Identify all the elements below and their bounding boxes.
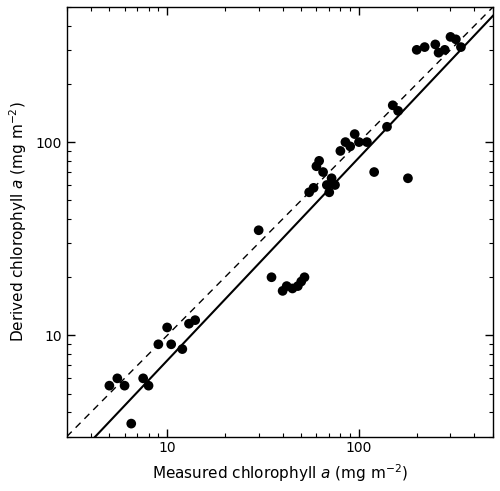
Point — [331, 181, 339, 189]
Point — [305, 189, 313, 196]
Point — [355, 138, 363, 146]
Point — [178, 345, 186, 353]
Point — [106, 382, 114, 389]
Point — [139, 375, 147, 382]
Point — [440, 46, 448, 54]
Point — [114, 375, 122, 382]
Point — [127, 420, 135, 428]
Point — [388, 101, 396, 109]
Point — [383, 123, 391, 131]
Point — [328, 174, 336, 182]
Point — [336, 147, 344, 155]
Point — [315, 157, 323, 165]
Point — [434, 49, 442, 56]
Point — [420, 43, 428, 51]
Point — [319, 168, 327, 176]
Point — [297, 277, 305, 285]
Point — [185, 320, 193, 327]
X-axis label: Measured chlorophyll $\it{a}$ (mg m$^{-2}$): Measured chlorophyll $\it{a}$ (mg m$^{-2… — [152, 463, 408, 484]
Point — [191, 316, 199, 324]
Point — [310, 184, 318, 192]
Point — [167, 340, 175, 348]
Point — [312, 163, 320, 170]
Point — [323, 181, 331, 189]
Point — [432, 40, 440, 48]
Point — [300, 273, 308, 281]
Point — [394, 107, 402, 115]
Point — [342, 138, 349, 146]
Point — [254, 226, 262, 234]
Point — [446, 33, 454, 41]
Point — [326, 189, 334, 196]
Point — [452, 35, 460, 43]
Point — [282, 282, 290, 290]
Point — [268, 273, 276, 281]
Point — [154, 340, 162, 348]
Point — [404, 174, 412, 182]
Point — [346, 142, 354, 150]
Y-axis label: Derived chlorophyll $\it{a}$ (mg m$^{-2}$): Derived chlorophyll $\it{a}$ (mg m$^{-2}… — [7, 101, 28, 342]
Point — [294, 282, 302, 290]
Point — [370, 168, 378, 176]
Point — [457, 43, 465, 51]
Point — [144, 382, 152, 389]
Point — [120, 382, 128, 389]
Point — [288, 284, 296, 292]
Point — [350, 130, 358, 138]
Point — [412, 46, 420, 54]
Point — [363, 138, 371, 146]
Point — [278, 287, 286, 295]
Point — [163, 324, 171, 331]
